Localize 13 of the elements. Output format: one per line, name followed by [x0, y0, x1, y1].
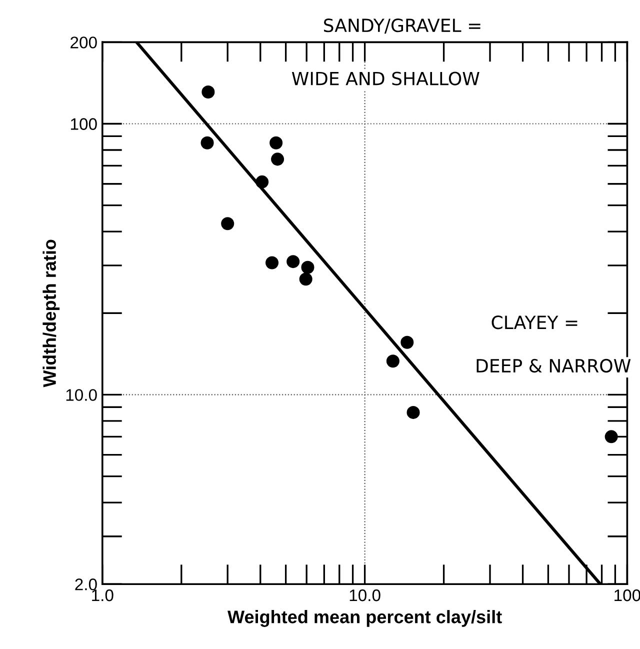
text: SANDY/GRAVEL =	[324, 18, 480, 34]
x-axis-title: Weighted mean percent clay/silt	[228, 610, 502, 627]
annotation: CLAYEY =	[492, 316, 578, 330]
y-tick-label: 200	[70, 36, 97, 48]
y-tick-label: 10.0	[66, 389, 97, 401]
annotation: DEEP & NARROW	[476, 358, 631, 373]
x-tick-label: 100	[614, 589, 640, 602]
y-tick-label: 2.0	[75, 578, 97, 590]
y-tick-label: 100	[71, 118, 97, 130]
x-tick-label: 10.0	[350, 589, 380, 602]
y-axis-title: Width/depth ratio	[42, 240, 60, 388]
annotation: WIDE AND SHALLOW	[292, 72, 480, 86]
x-tick-label: 1.0	[92, 589, 114, 602]
